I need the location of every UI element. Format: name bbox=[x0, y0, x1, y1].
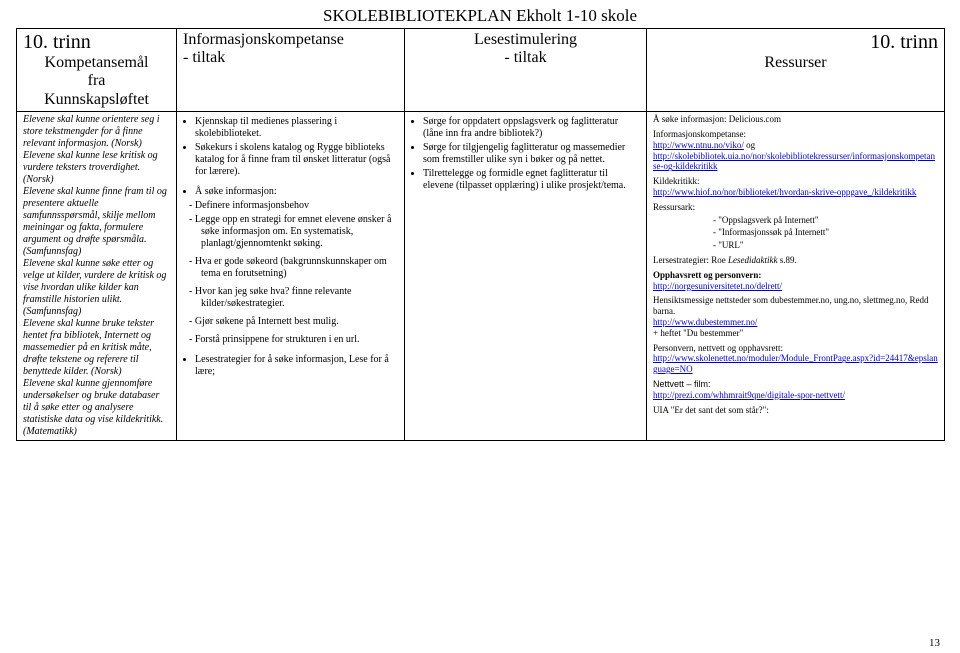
header-col2: Informasjonskompetanse - tiltak bbox=[177, 29, 405, 112]
header-row: 10. trinn Kompetansemål fra Kunnskapsløf… bbox=[17, 29, 945, 112]
res-line: Personvern, nettvett og opphavsrett: bbox=[653, 343, 938, 354]
col2-dash: Forstå prinsippene for strukturen i en u… bbox=[189, 334, 398, 346]
col2-bullet: Lesestrategier for å søke informasjon, L… bbox=[195, 354, 398, 378]
header-col2-l2: - tiltak bbox=[183, 49, 398, 67]
res-line: Nettvett – film: bbox=[653, 379, 938, 390]
col2-body: Kjennskap til medienes plassering i skol… bbox=[177, 112, 405, 441]
link[interactable]: http://prezi.com/whhmrait9qne/digitale-s… bbox=[653, 390, 845, 400]
res-line: Lersestrategier: Roe Lesedidaktikk s.89. bbox=[653, 255, 938, 266]
col3-bullet: Sørge for oppdatert oppslagsverk og fagl… bbox=[423, 116, 640, 140]
header-col2-l1: Informasjonskompetanse bbox=[183, 31, 398, 49]
link[interactable]: http://www.skolenettet.no/moduler/Module… bbox=[653, 353, 938, 374]
header-col3-l1: Lesestimulering bbox=[411, 31, 640, 49]
col2-dash: Hvor kan jeg søke hva? finne relevante k… bbox=[189, 286, 398, 310]
res-line: Å søke informasjon: Delicious.com bbox=[653, 114, 938, 125]
page-number: 13 bbox=[929, 637, 940, 649]
col3-bullet: Tilrettelegge og formidle egnet faglitte… bbox=[423, 168, 640, 192]
res-label: Informasjonskompetanse: bbox=[653, 129, 938, 140]
header-col1: 10. trinn Kompetansemål fra Kunnskapsløf… bbox=[17, 29, 177, 112]
link[interactable]: http://norgesuniversitetet.no/delrett/ bbox=[653, 281, 782, 291]
link[interactable]: http://www.hiof.no/nor/biblioteket/hvord… bbox=[653, 187, 916, 197]
grade-left: 10. trinn bbox=[23, 31, 170, 54]
text: s.89. bbox=[777, 255, 796, 265]
header-col4-l1: Ressurser bbox=[653, 54, 938, 72]
col4-body: Å søke informasjon: Delicious.com Inform… bbox=[647, 112, 945, 441]
col2-bullet: Å søke informasjon: bbox=[195, 186, 398, 198]
link[interactable]: http://www.dubestemmer.no/ bbox=[653, 317, 757, 327]
header-col1-l1: Kompetansemål bbox=[23, 54, 170, 72]
header-col3: Lesestimulering - tiltak bbox=[405, 29, 647, 112]
header-col1-l3: Kunnskapsløftet bbox=[23, 91, 170, 109]
res-dash: "Oppslagsverk på Internett" bbox=[713, 215, 938, 226]
header-col4: 10. trinn Ressurser bbox=[647, 29, 945, 112]
res-label: Ressursark: bbox=[653, 202, 938, 213]
res-label: Kildekritikk: bbox=[653, 176, 938, 187]
body-row: Elevene skal kunne orientere seg i store… bbox=[17, 112, 945, 441]
col2-dash: Legge opp en strategi for emnet elevene … bbox=[189, 214, 398, 250]
header-col1-l2: fra bbox=[23, 72, 170, 90]
header-col3-l2: - tiltak bbox=[411, 49, 640, 67]
document-title: SKOLEBIBLIOTEKPLAN Ekholt 1-10 skole bbox=[16, 6, 944, 26]
col1-body: Elevene skal kunne orientere seg i store… bbox=[17, 112, 177, 441]
res-label: Opphavsrett og personvern: bbox=[653, 270, 761, 280]
res-dash: "Informasjonssøk på Internett" bbox=[713, 227, 938, 238]
col3-bullet: Sørge for tilgjengelig faglitteratur og … bbox=[423, 142, 640, 166]
col2-dash: Hva er gode søkeord (bakgrunnskunnskaper… bbox=[189, 256, 398, 280]
res-dash: "URL" bbox=[713, 240, 938, 251]
link[interactable]: http://www.ntnu.no/viko/ bbox=[653, 140, 744, 150]
res-link-line: http://www.ntnu.no/viko/ og bbox=[653, 140, 938, 151]
grade-right: 10. trinn bbox=[653, 31, 938, 54]
col2-dash: Definere informasjonsbehov bbox=[189, 200, 398, 212]
col3-body: Sørge for oppdatert oppslagsverk og fagl… bbox=[405, 112, 647, 441]
col1-text: Elevene skal kunne orientere seg i store… bbox=[23, 114, 170, 438]
link[interactable]: http://skolebibliotek.uia.no/nor/skolebi… bbox=[653, 151, 935, 172]
col2-dash: Gjør søkene på Internett best mulig. bbox=[189, 316, 398, 328]
col2-bullet: Kjennskap til medienes plassering i skol… bbox=[195, 116, 398, 140]
page: SKOLEBIBLIOTEKPLAN Ekholt 1-10 skole 10.… bbox=[0, 0, 960, 653]
res-line: UIA "Er det sant det som står?": bbox=[653, 405, 938, 416]
res-line: + heftet "Du bestemmer" bbox=[653, 328, 938, 339]
text: og bbox=[744, 140, 755, 150]
text: Lersestrategier: Roe bbox=[653, 255, 728, 265]
res-line: Hensiktsmessige nettsteder som dubestemm… bbox=[653, 295, 938, 317]
col2-bullet: Søkekurs i skolens katalog og Rygge bibl… bbox=[195, 142, 398, 178]
plan-table: 10. trinn Kompetansemål fra Kunnskapsløf… bbox=[16, 28, 945, 441]
text-italic: Lesedidaktikk bbox=[728, 255, 777, 265]
